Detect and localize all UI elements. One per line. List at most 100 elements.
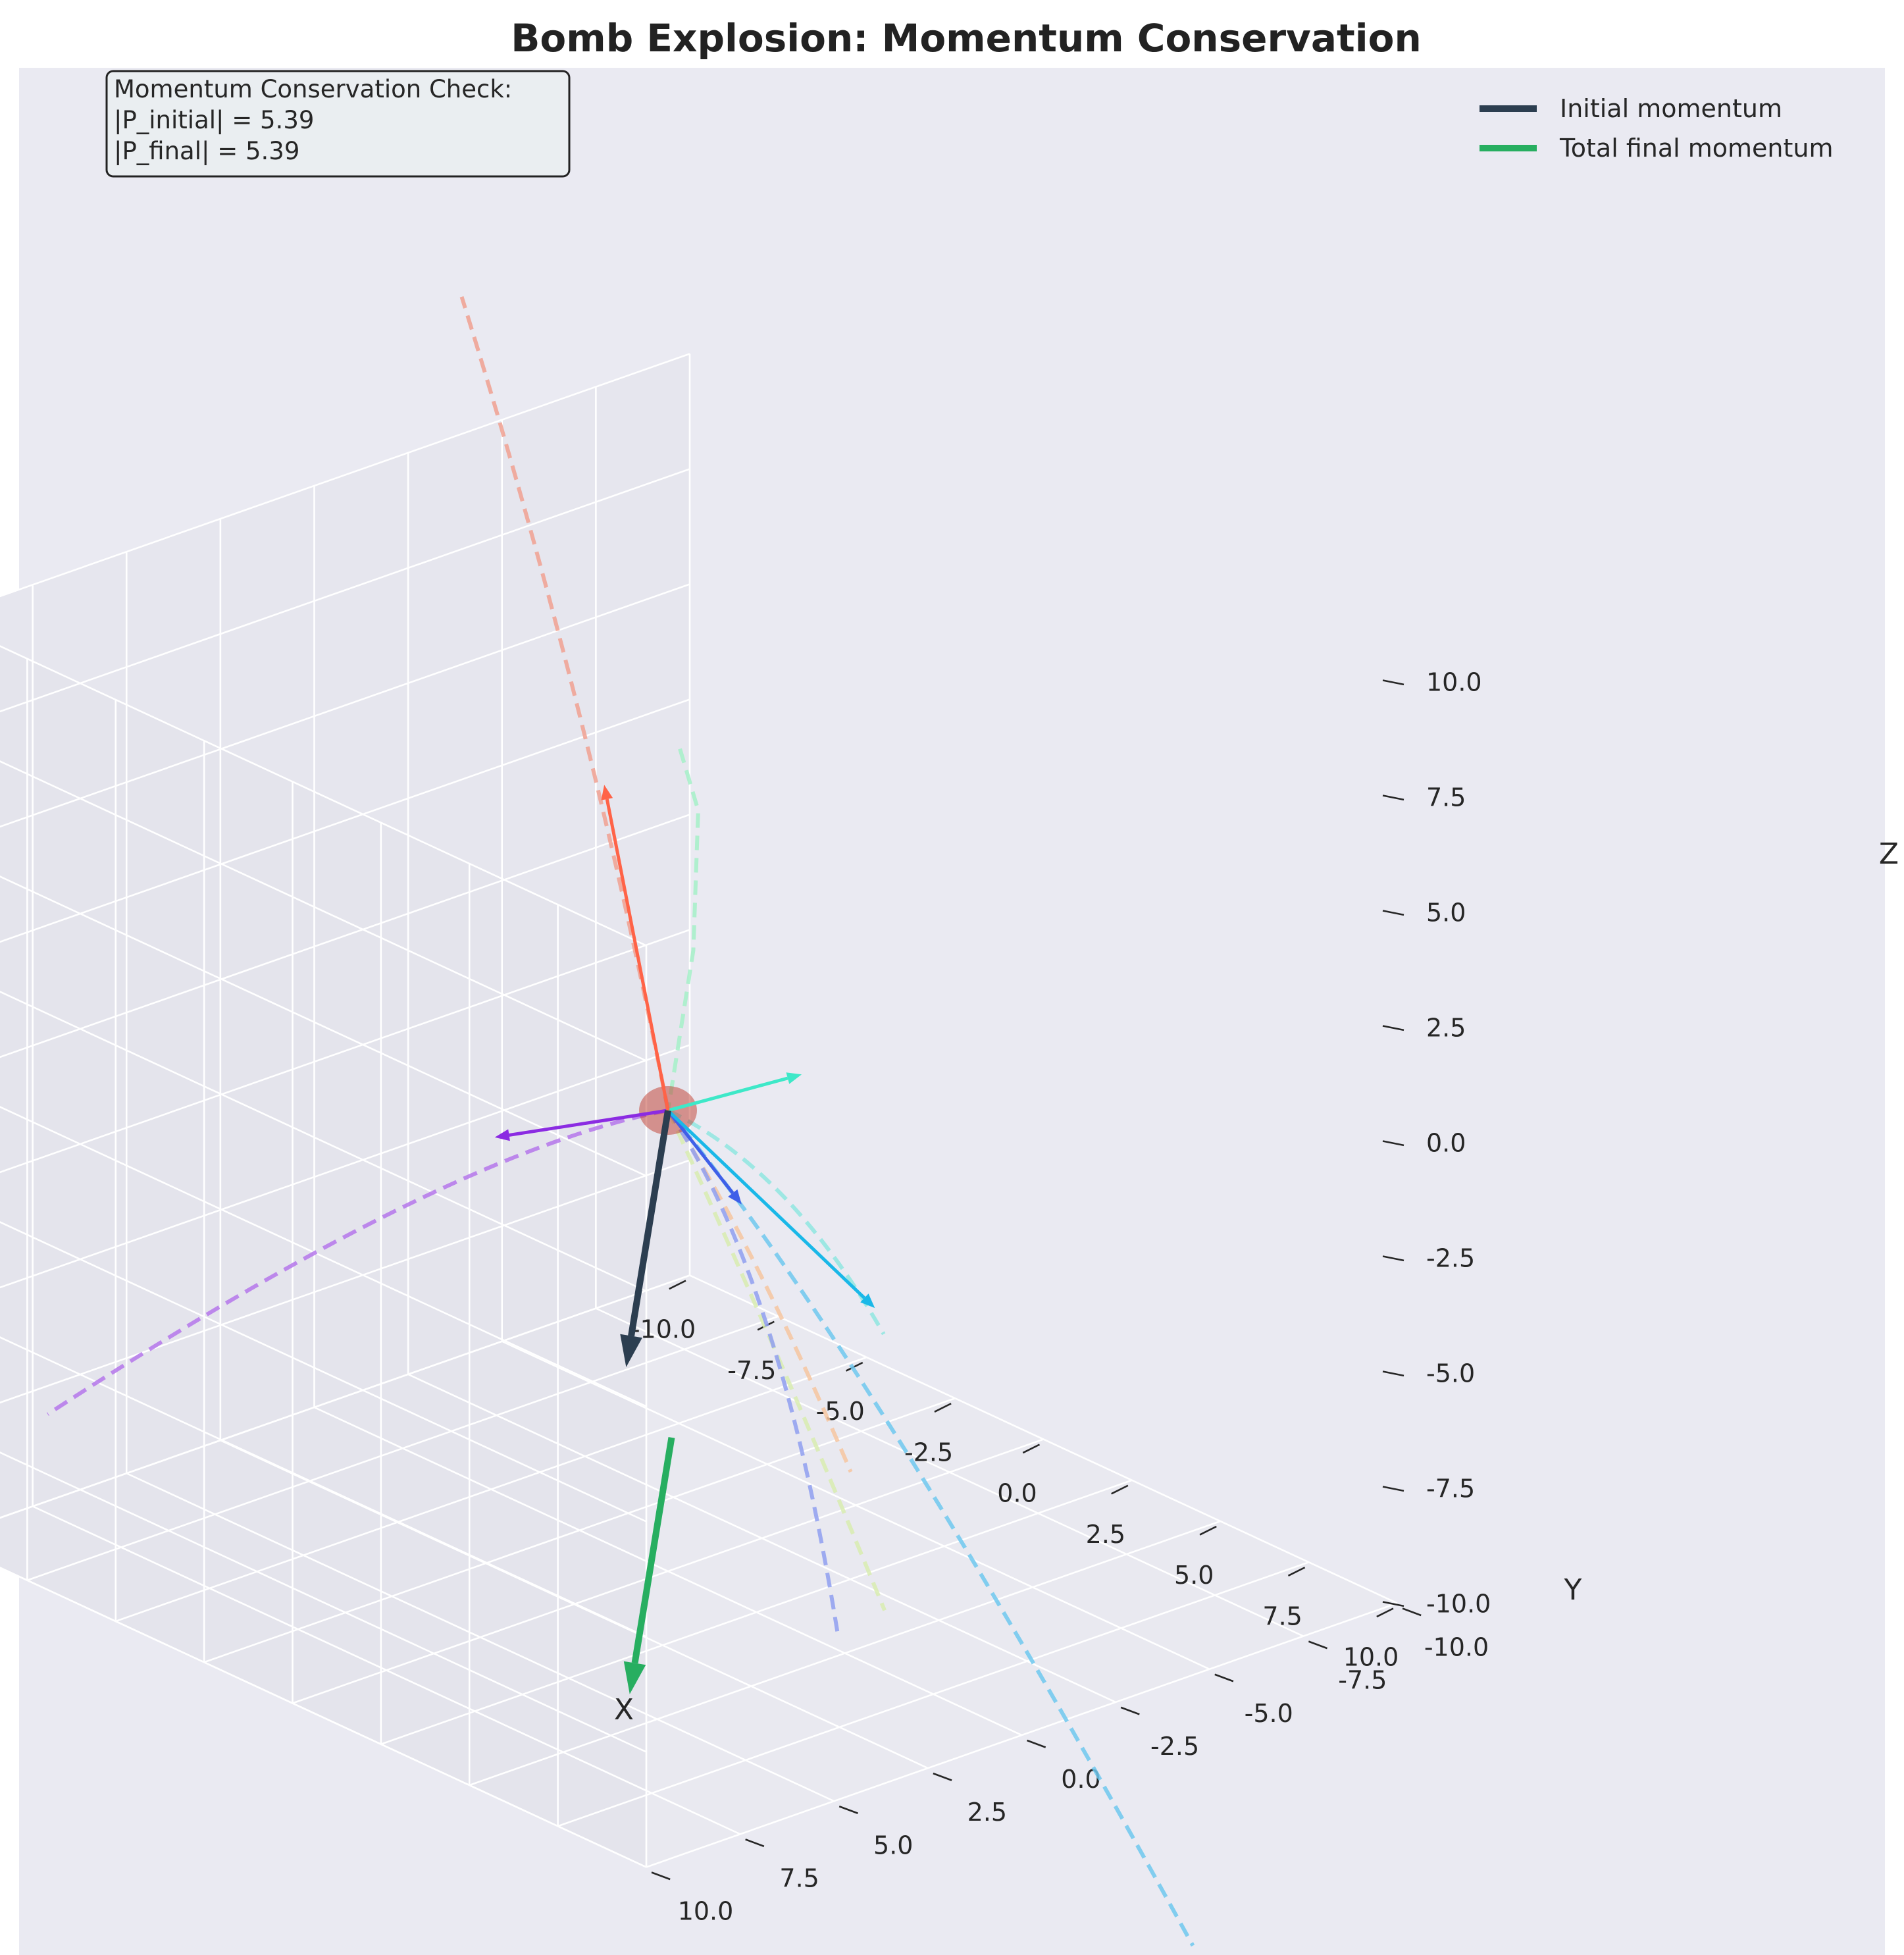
- chart-title: Bomb Explosion: Momentum Conservation: [511, 16, 1422, 61]
- z-tick-mark: [1382, 1486, 1404, 1492]
- z-tick-label: -10.0: [1426, 1590, 1491, 1619]
- z-tick-label: -5.0: [1426, 1359, 1475, 1388]
- z-tick-label: 2.5: [1426, 1014, 1466, 1043]
- fragment-arrow-1-head: [728, 1189, 742, 1205]
- floor-grid-x: [469, 1520, 1221, 1786]
- x-tick-label: 10.0: [1343, 1643, 1399, 1672]
- y-axis-label: Y: [1564, 1573, 1582, 1607]
- fragment-arrow-2-head: [860, 1293, 875, 1309]
- initial-momentum-arrow-head: [620, 1334, 642, 1367]
- total-final-momentum-arrow-shaft: [631, 1437, 675, 1664]
- z-axis-label: Z: [1879, 837, 1899, 871]
- left-grid-z: [0, 468, 690, 713]
- z-tick-mark: [1382, 1140, 1404, 1147]
- x-tick-mark: [1376, 1607, 1394, 1618]
- back-grid-z: [0, 1106, 647, 1407]
- z-tick-label: 10.0: [1426, 668, 1482, 697]
- trajectory-6: [46, 1108, 669, 1417]
- back-grid-z: [0, 760, 647, 1062]
- y-tick-mark: [933, 1772, 952, 1781]
- annotation-line-2: |P_initial| = 5.39: [114, 106, 314, 134]
- x-tick-mark: [1287, 1567, 1306, 1577]
- z-tick-mark: [1382, 910, 1404, 916]
- floor-grid-x: [646, 1602, 1398, 1868]
- fragment-arrow-4-head: [601, 785, 613, 800]
- initial-momentum-arrow-shaft: [628, 1110, 671, 1337]
- floor-grid-y: [313, 1406, 1023, 1736]
- floor-grid-y: [32, 1505, 741, 1835]
- annotation-line-1: Momentum Conservation Check:: [114, 75, 512, 103]
- annotation-box: Momentum Conservation Check: |P_initial|…: [105, 70, 571, 178]
- x-tick-label: 0.0: [997, 1479, 1037, 1508]
- x-tick-label: -10.0: [631, 1315, 696, 1344]
- y-tick-label: 7.5: [779, 1864, 819, 1892]
- y-tick-mark: [1027, 1739, 1046, 1748]
- left-grid-z: [0, 814, 690, 1058]
- y-tick-label: -10.0: [1424, 1633, 1489, 1662]
- z-tick-mark: [1382, 1025, 1404, 1031]
- back-grid-z: [0, 991, 647, 1292]
- left-grid-z: [0, 353, 690, 598]
- y-tick-mark: [1402, 1607, 1422, 1617]
- z-tick-mark: [1382, 1255, 1404, 1262]
- fragment-arrow-3-head: [786, 1072, 802, 1084]
- legend-label-final: Total final momentum: [1559, 134, 1834, 163]
- back-grid-z: [0, 645, 647, 947]
- z-tick-mark: [1382, 679, 1404, 686]
- x-tick-mark: [1022, 1444, 1041, 1454]
- z-tick-label: -7.5: [1426, 1474, 1475, 1503]
- trajectory-0: [666, 748, 700, 1111]
- left-grid-z: [0, 698, 690, 943]
- tick-marks: -10.0-10.0-10.0-7.5-7.5-7.5-5.0-5.0-5.0-…: [631, 668, 1491, 1926]
- z-tick-mark: [1382, 795, 1404, 801]
- fragment-arrow-0-head: [494, 1129, 510, 1141]
- floor-grid-x: [557, 1561, 1310, 1827]
- x-axis-label: X: [614, 1693, 634, 1727]
- z-tick-mark: [1382, 1370, 1404, 1377]
- x-tick-label: 5.0: [1174, 1561, 1214, 1590]
- x-tick-label: -7.5: [727, 1356, 776, 1385]
- x-tick-label: 2.5: [1086, 1520, 1125, 1549]
- y-tick-label: -2.5: [1150, 1732, 1199, 1761]
- legend-label-initial: Initial momentum: [1560, 94, 1782, 123]
- y-tick-mark: [651, 1871, 671, 1881]
- z-tick-mark: [1382, 1601, 1404, 1607]
- y-tick-label: 10.0: [678, 1897, 734, 1926]
- y-tick-mark: [1120, 1706, 1140, 1715]
- grid-lines: [0, 353, 1398, 1868]
- fragment-arrow-2-shaft: [667, 1109, 866, 1299]
- x-tick-label: 7.5: [1262, 1602, 1302, 1630]
- legend: Initial momentum Total final momentum: [1479, 94, 1834, 163]
- y-tick-label: -5.0: [1245, 1699, 1293, 1728]
- trajectory-5: [666, 1109, 840, 1636]
- momentum-arrows: [494, 785, 875, 1694]
- z-tick-label: -2.5: [1426, 1244, 1475, 1273]
- fragment-arrow-1-shaft: [667, 1109, 734, 1195]
- y-tick-mark: [838, 1806, 858, 1814]
- x-tick-mark: [934, 1403, 952, 1413]
- z-tick-label: 0.0: [1426, 1129, 1466, 1158]
- floor-grid-y: [0, 1567, 647, 1868]
- fragment-arrow-0-shaft: [509, 1108, 669, 1137]
- y-tick-label: -7.5: [1338, 1666, 1387, 1695]
- left-grid-z: [0, 583, 690, 828]
- floor-grid-y: [220, 1439, 929, 1769]
- y-tick-mark: [1214, 1673, 1234, 1682]
- floor-grid-y: [126, 1473, 835, 1802]
- x-tick-mark: [1199, 1525, 1217, 1536]
- annotation-frame: [105, 70, 571, 178]
- fragment-arrow-3-shaft: [667, 1076, 788, 1112]
- x-tick-mark: [669, 1280, 686, 1290]
- total-final-momentum-arrow-head: [623, 1661, 646, 1694]
- fragment-arrow-4-shaft: [605, 798, 670, 1111]
- floor-grid-x: [380, 1479, 1133, 1745]
- y-tick-label: 2.5: [967, 1798, 1007, 1827]
- trajectory-1: [667, 1108, 886, 1336]
- y-tick-mark: [745, 1838, 765, 1848]
- annotation-line-3: |P_final| = 5.39: [114, 137, 299, 165]
- z-tick-label: 7.5: [1426, 783, 1466, 812]
- z-tick-label: 5.0: [1426, 899, 1466, 927]
- back-grid-z: [0, 875, 647, 1177]
- y-tick-label: 5.0: [873, 1831, 913, 1860]
